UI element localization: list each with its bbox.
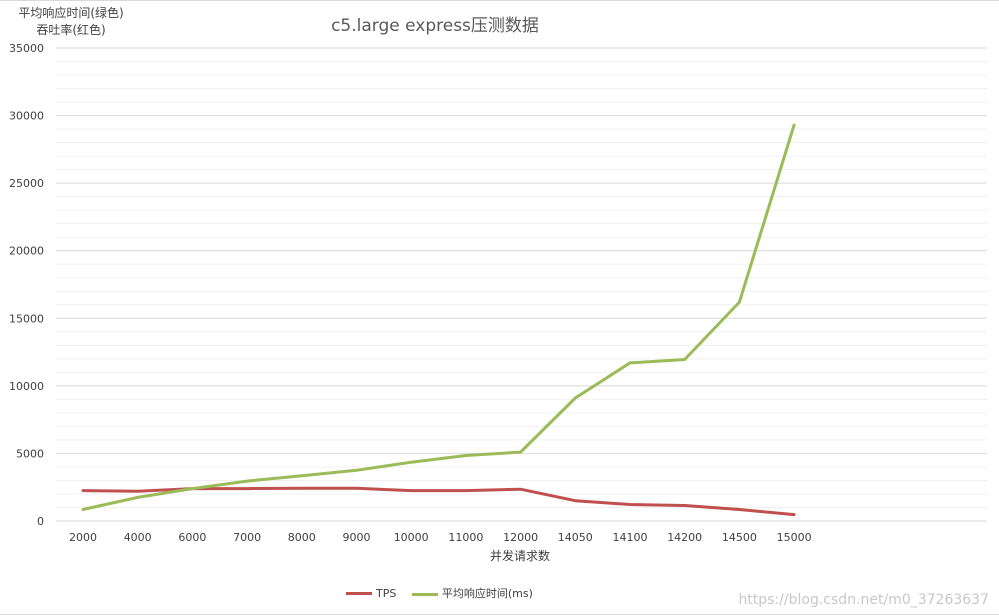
x-axis-label: 并发请求数 (489, 549, 550, 563)
x-tick-label: 6000 (178, 531, 206, 544)
y-tick-labels: 0 5000 10000 15000 20000 25000 30000 35000 (9, 42, 44, 528)
x-tick-label: 14050 (558, 531, 593, 544)
watermark: https://blog.csdn.net/m0_37263637 (738, 592, 989, 608)
x-tick-label: 9000 (343, 531, 371, 544)
x-tick-label: 2000 (69, 531, 97, 544)
y-axis-label-line-2: 吞吐率(红色) (36, 23, 106, 37)
x-tick-labels: 2000 4000 6000 7000 8000 9000 10000 11000 12000 1… (69, 531, 812, 544)
grid-layer (56, 47, 987, 522)
legend-label-tps: TPS (376, 586, 397, 600)
legend-item-response-time: 平均响应时间(ms) (411, 585, 533, 601)
x-tick-label: 7000 (233, 531, 261, 544)
series-layer (81, 123, 796, 517)
y-tick-label: 0 (37, 515, 44, 528)
x-tick-label: 14100 (613, 531, 648, 544)
y-tick-label: 15000 (9, 312, 44, 325)
y-tick-label: 20000 (9, 245, 44, 258)
x-tick-label: 12000 (503, 531, 538, 544)
legend-item-tps: TPS (346, 587, 396, 600)
y-axis-label: 平均响应时间(绿色) 吞吐率(红色) (6, 5, 136, 39)
series-line-tps (81, 486, 796, 517)
x-tick-label: 4000 (124, 531, 152, 544)
x-tick-label: 8000 (288, 531, 316, 544)
y-tick-label: 35000 (9, 42, 44, 55)
y-axis-label-line-1: 平均响应时间(绿色) (18, 6, 124, 20)
legend-swatch-response-time (411, 592, 438, 596)
y-tick-label: 10000 (9, 380, 44, 393)
x-tick-label: 10000 (394, 531, 429, 544)
chart-title: c5.large express压测数据 (331, 16, 539, 36)
x-tick-label: 15000 (777, 531, 812, 544)
y-tick-label: 5000 (16, 447, 44, 460)
y-tick-label: 30000 (9, 110, 44, 123)
legend-swatch-tps (346, 592, 372, 595)
x-tick-label: 11000 (448, 531, 483, 544)
top-border (0, 0, 999, 1)
legend-label-response-time: 平均响应时间(ms) (441, 587, 533, 600)
x-tick-label: 14500 (722, 531, 757, 544)
x-tick-label: 14200 (667, 531, 702, 544)
series-line-response-time (81, 123, 796, 511)
y-tick-label: 25000 (9, 177, 44, 190)
legend: TPS 平均响应时间(ms) (346, 585, 545, 601)
